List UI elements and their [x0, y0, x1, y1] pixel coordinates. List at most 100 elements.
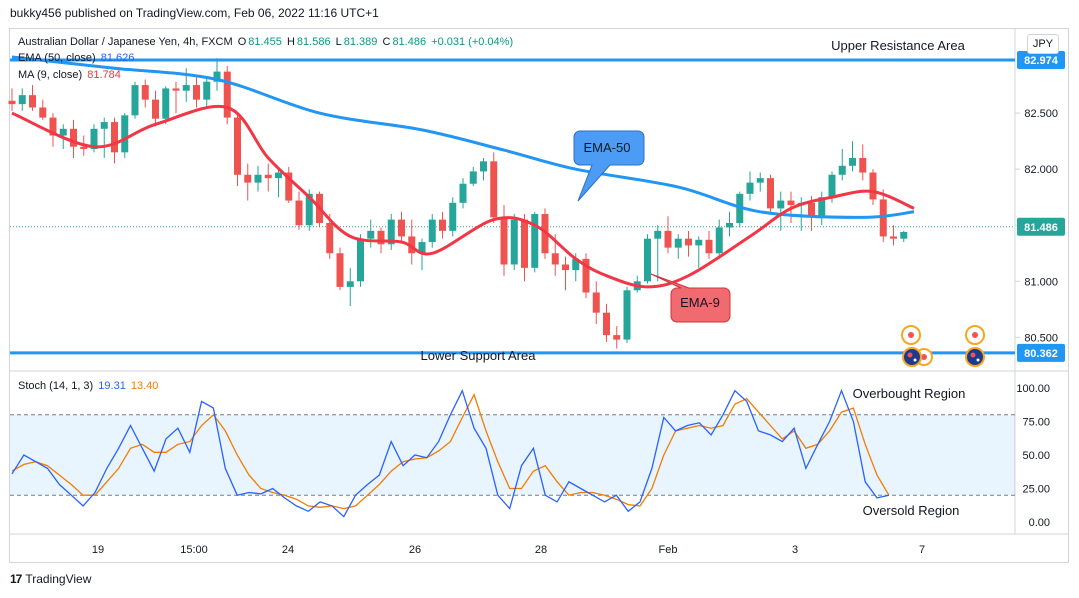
event-marker-1[interactable]	[901, 325, 921, 345]
candle[interactable]	[767, 174, 774, 215]
candle[interactable]	[849, 141, 856, 172]
candle[interactable]	[398, 211, 405, 243]
candle[interactable]	[285, 166, 293, 203]
candle[interactable]	[18, 88, 26, 111]
candle[interactable]	[244, 163, 252, 201]
candle[interactable]	[592, 281, 600, 324]
candle[interactable]	[254, 165, 262, 192]
candle[interactable]	[469, 166, 477, 186]
candle[interactable]	[664, 216, 672, 254]
candle[interactable]	[357, 234, 364, 287]
candle-body	[746, 182, 754, 194]
currency-button[interactable]: JPY	[1027, 34, 1059, 54]
candle[interactable]	[213, 58, 221, 91]
candle[interactable]	[131, 81, 139, 119]
candle[interactable]	[777, 191, 785, 231]
candle[interactable]	[70, 119, 77, 158]
candle[interactable]	[869, 169, 877, 206]
event-marker-2[interactable]	[965, 325, 985, 345]
candle[interactable]	[8, 88, 16, 111]
candle[interactable]	[521, 214, 528, 282]
time-tick-label: 28	[535, 544, 547, 556]
candle[interactable]	[510, 214, 518, 271]
candle[interactable]	[162, 86, 170, 125]
candle[interactable]	[531, 211, 539, 273]
stoch-legend[interactable]: Stoch (14, 1, 3) 19.31 13.40	[18, 380, 160, 392]
flag-icon[interactable]	[965, 347, 985, 367]
candle[interactable]	[141, 79, 149, 108]
candle[interactable]	[295, 191, 303, 230]
candle[interactable]	[39, 99, 47, 120]
candle[interactable]	[121, 113, 129, 158]
candle[interactable]	[900, 230, 908, 243]
candle[interactable]	[890, 225, 897, 246]
candle[interactable]	[29, 85, 36, 111]
candle[interactable]	[603, 303, 610, 342]
candle[interactable]	[695, 236, 703, 268]
candle[interactable]	[408, 219, 416, 265]
candle[interactable]	[726, 211, 733, 237]
candle[interactable]	[234, 113, 241, 186]
candle[interactable]	[715, 219, 723, 259]
candle[interactable]	[336, 247, 344, 291]
ema-legend[interactable]: EMA (50, close) 81.626	[18, 52, 136, 64]
time-tick-label: Feb	[659, 544, 678, 556]
support-price-tag	[1017, 343, 1065, 362]
candle[interactable]	[193, 77, 200, 108]
candle-body	[469, 171, 477, 184]
candle-body	[244, 174, 252, 183]
candle[interactable]	[172, 81, 180, 114]
ema9-callout-text: EMA-9	[680, 295, 720, 310]
candle[interactable]	[264, 163, 272, 192]
candle[interactable]	[439, 211, 446, 239]
candle[interactable]	[705, 230, 713, 259]
candle[interactable]	[562, 256, 569, 291]
open-label: O	[237, 36, 247, 48]
candle-body	[357, 238, 364, 282]
candle[interactable]	[756, 172, 764, 192]
lower-support-label: Lower Support Area	[421, 348, 537, 363]
candle[interactable]	[838, 148, 846, 181]
flag-icon[interactable]	[902, 347, 933, 367]
candle[interactable]	[459, 178, 467, 209]
ma-legend[interactable]: MA (9, close) 81.784	[18, 69, 123, 81]
candle[interactable]	[490, 152, 498, 223]
candle[interactable]	[428, 214, 436, 248]
candle[interactable]	[152, 90, 159, 127]
candle[interactable]	[223, 66, 231, 125]
ema-value: 81.626	[100, 52, 135, 64]
candle[interactable]	[613, 326, 621, 349]
candle[interactable]	[859, 144, 867, 181]
chart-frame[interactable]	[9, 28, 1069, 563]
candle[interactable]	[736, 191, 744, 228]
candle[interactable]	[644, 234, 651, 284]
candle[interactable]	[449, 197, 457, 237]
candle-body	[849, 157, 856, 166]
candle[interactable]	[275, 166, 282, 198]
candle[interactable]	[387, 214, 395, 250]
candle[interactable]	[582, 253, 590, 299]
candle-body	[551, 253, 559, 265]
candle[interactable]	[100, 117, 108, 158]
stoch-label: Stoch (14, 1, 3)	[18, 380, 94, 392]
stochastic-pane[interactable]: 100.00 75.00 50.00 25.00 0.00 Overbought Reg…	[10, 383, 1050, 529]
candle[interactable]	[746, 171, 754, 201]
candle[interactable]	[203, 77, 211, 108]
candle-body	[408, 236, 416, 254]
candle[interactable]	[480, 157, 487, 181]
symbol-legend[interactable]: Australian Dollar / Japanese Yen, 4h, FX…	[18, 36, 515, 48]
candle-body	[377, 230, 385, 245]
candle[interactable]	[346, 267, 354, 306]
candle-body	[449, 202, 457, 231]
candle[interactable]	[49, 113, 57, 147]
candle[interactable]	[685, 230, 692, 257]
candle[interactable]	[367, 219, 375, 248]
candle[interactable]	[818, 191, 826, 226]
candle[interactable]	[674, 234, 682, 259]
candle[interactable]	[623, 286, 631, 343]
stoch-k-line	[11, 388, 890, 518]
candle[interactable]	[654, 225, 662, 282]
candle[interactable]	[111, 117, 118, 164]
